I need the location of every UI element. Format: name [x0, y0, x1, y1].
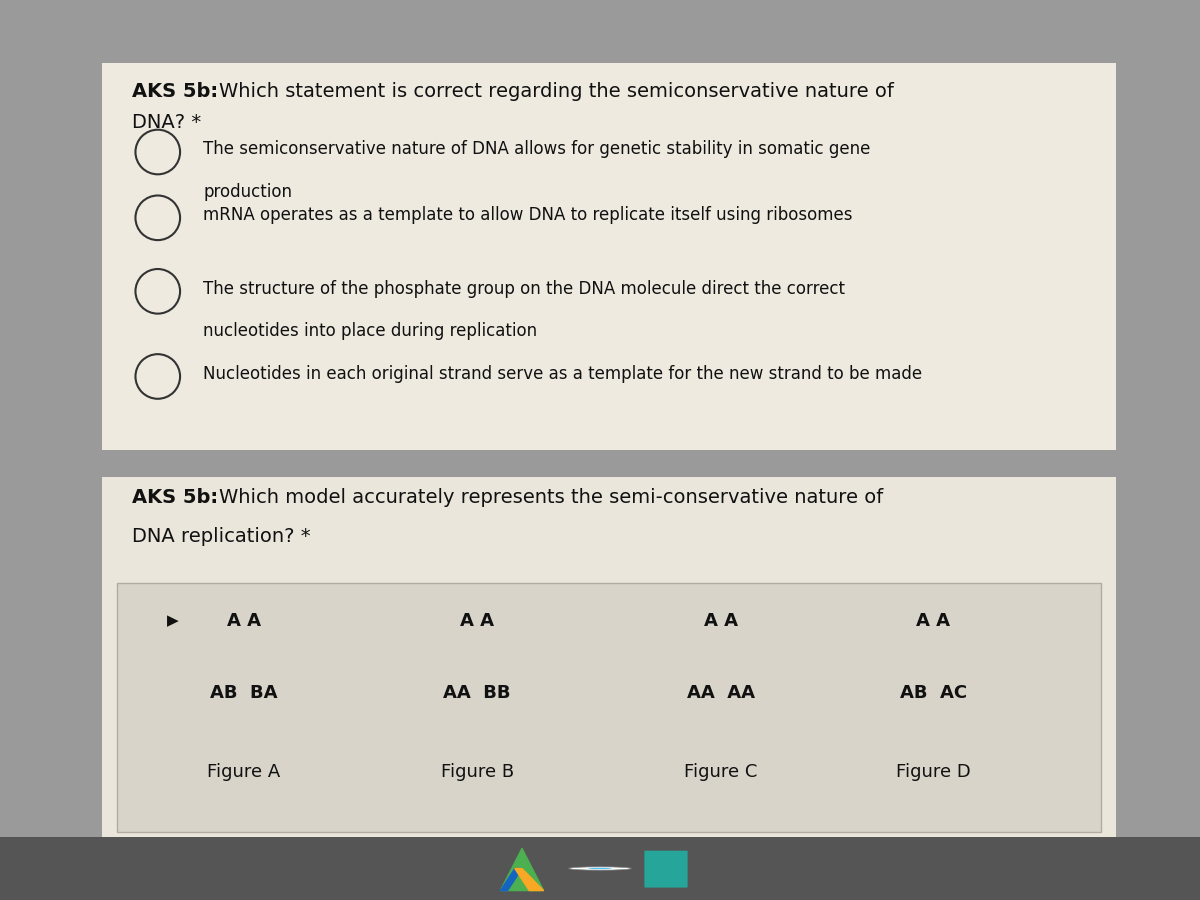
FancyBboxPatch shape [86, 472, 1132, 842]
Text: AB  AC: AB AC [900, 684, 967, 702]
Text: AKS 5b:: AKS 5b: [132, 83, 226, 102]
Text: Which model accurately represents the semi-conservative nature of: Which model accurately represents the se… [218, 488, 883, 507]
FancyBboxPatch shape [644, 850, 688, 887]
Text: A A: A A [917, 612, 950, 630]
Text: production: production [204, 183, 293, 201]
Text: Figure C: Figure C [684, 763, 757, 781]
FancyBboxPatch shape [118, 583, 1100, 832]
Text: nucleotides into place during replication: nucleotides into place during replicatio… [204, 322, 538, 340]
Text: Figure A: Figure A [208, 763, 281, 781]
Polygon shape [500, 849, 544, 891]
Circle shape [588, 868, 612, 869]
Text: A A: A A [227, 612, 260, 630]
Text: Nucleotides in each original strand serve as a template for the new strand to be: Nucleotides in each original strand serv… [204, 364, 923, 382]
FancyBboxPatch shape [86, 58, 1132, 455]
Text: AKS 5b:: AKS 5b: [132, 488, 226, 507]
Circle shape [569, 867, 631, 870]
Text: AA  AA: AA AA [686, 684, 755, 702]
Polygon shape [500, 868, 522, 891]
Text: DNA? *: DNA? * [132, 113, 202, 132]
Text: A A: A A [703, 612, 738, 630]
Polygon shape [515, 868, 544, 891]
Text: AB  BA: AB BA [210, 684, 277, 702]
Text: mRNA operates as a template to allow DNA to replicate itself using ribosomes: mRNA operates as a template to allow DNA… [204, 206, 853, 224]
Text: A A: A A [460, 612, 494, 630]
Text: Which statement is correct regarding the semiconservative nature of: Which statement is correct regarding the… [218, 83, 894, 102]
Text: The structure of the phosphate group on the DNA molecule direct the correct: The structure of the phosphate group on … [204, 280, 846, 298]
Text: Figure D: Figure D [896, 763, 971, 781]
Text: DNA replication? *: DNA replication? * [132, 527, 311, 546]
FancyBboxPatch shape [0, 837, 1200, 900]
Text: ▶: ▶ [167, 614, 179, 628]
Text: Figure B: Figure B [440, 763, 514, 781]
Text: The semiconservative nature of DNA allows for genetic stability in somatic gene: The semiconservative nature of DNA allow… [204, 140, 871, 158]
Text: AA  BB: AA BB [444, 684, 511, 702]
